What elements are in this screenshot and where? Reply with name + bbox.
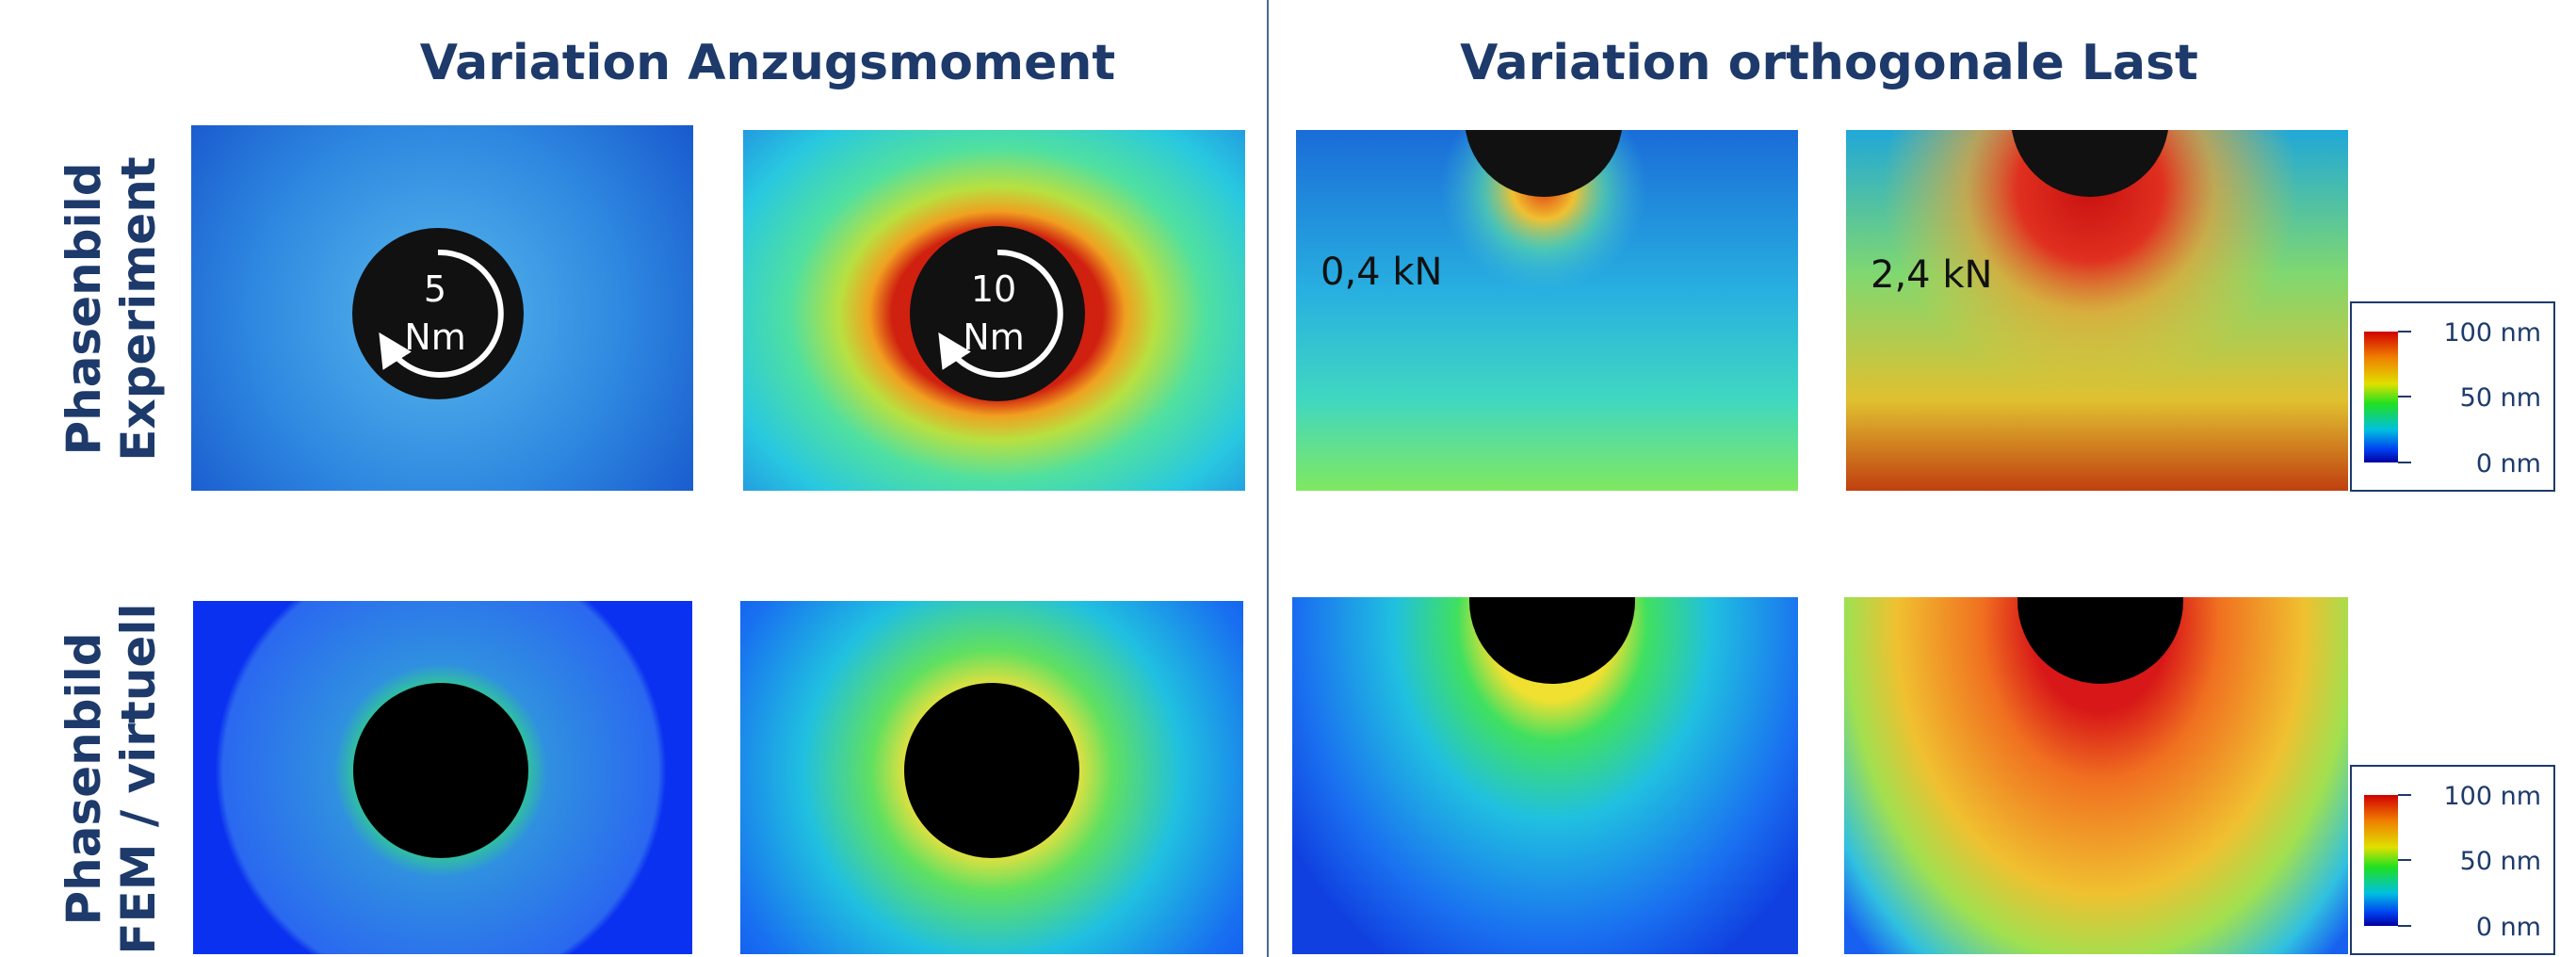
torque-unit: Nm bbox=[404, 316, 465, 358]
panel bbox=[1292, 518, 1798, 954]
row-label: Phasenbild FEM / virtuell bbox=[57, 603, 166, 954]
panel bbox=[740, 601, 1243, 954]
colorbar-label: 100 nm bbox=[2443, 782, 2541, 811]
torque-value: 10 bbox=[971, 268, 1016, 310]
row-label-line: Phasenbild bbox=[57, 162, 111, 455]
header: Variation Anzugsmoment bbox=[420, 35, 1116, 91]
panel bbox=[1844, 518, 2348, 954]
panel: 5 Nm bbox=[191, 125, 693, 491]
row-label-line: FEM / virtuell bbox=[111, 603, 166, 954]
colorbar-label: 100 nm bbox=[2443, 318, 2541, 348]
torque-value: 5 bbox=[424, 268, 446, 310]
torque-unit: Nm bbox=[963, 316, 1024, 358]
row-label-line: Experiment bbox=[111, 156, 166, 461]
panel bbox=[193, 601, 692, 954]
row-label-line: Phasenbild bbox=[57, 632, 111, 925]
colorbar-label: 0 nm bbox=[2476, 913, 2541, 942]
colorbar-label: 0 nm bbox=[2476, 449, 2541, 478]
colorbar-label: 50 nm bbox=[2460, 847, 2541, 876]
load-label: 0,4 kN bbox=[1320, 251, 1442, 294]
row-label: Phasenbild Experiment bbox=[57, 156, 166, 461]
panel: 10 Nm bbox=[743, 130, 1245, 491]
load-label: 2,4 kN bbox=[1871, 253, 1992, 297]
colorbar-label: 50 nm bbox=[2460, 383, 2541, 413]
colorbar: 100 nm 50 nm 0 nm bbox=[2351, 766, 2554, 954]
figure: Variation Anzugsmoment Variation orthogo… bbox=[0, 0, 2576, 957]
header: Variation orthogonale Last bbox=[1460, 35, 2198, 91]
colorbar: 100 nm 50 nm 0 nm bbox=[2351, 302, 2554, 491]
